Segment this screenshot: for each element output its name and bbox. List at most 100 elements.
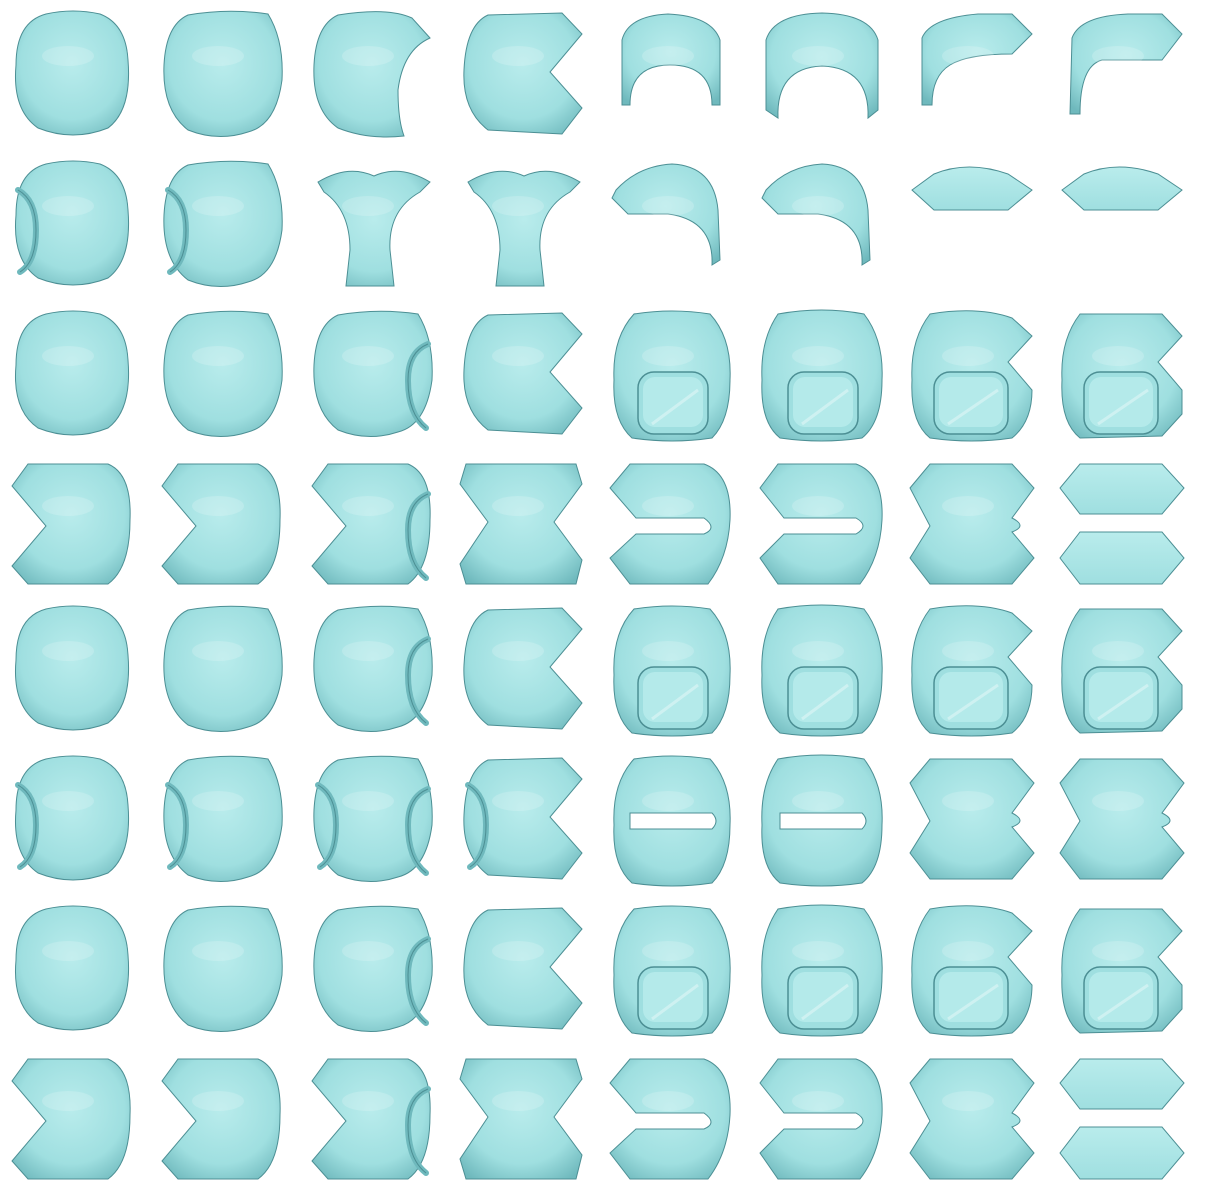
surface-body: [463, 607, 583, 730]
fold-slot: [629, 812, 717, 830]
shape-tile-r5-c1: [14, 605, 130, 731]
specular-highlight: [942, 46, 994, 66]
specular-highlight: [492, 941, 544, 961]
specular-highlight: [942, 1091, 994, 1111]
surface-body: [14, 10, 130, 136]
surface-body: [463, 12, 583, 135]
shape-tile-r1-c4: [463, 12, 583, 135]
hole-rim-left-edge: [167, 784, 187, 868]
surface-body: [163, 905, 283, 1032]
specular-highlight: [342, 346, 394, 366]
specular-highlight: [492, 641, 544, 661]
shape-tile-r3-c7: [911, 310, 1033, 442]
surface-body: [14, 905, 130, 1031]
specular-highlight: [42, 941, 94, 961]
shape-tile-r8-c4: [459, 1058, 583, 1180]
inner-window-glass: [1089, 672, 1153, 722]
specular-highlight: [42, 196, 94, 216]
inner-window-glass: [793, 377, 853, 427]
surface-body: [759, 463, 883, 585]
shape-tile-r7-c7: [911, 905, 1033, 1037]
inner-window-glass: [1089, 972, 1153, 1022]
specular-highlight: [492, 791, 544, 811]
shape-tile-r4-c7: [909, 463, 1035, 585]
shape-tile-r5-c8: [1061, 608, 1183, 734]
specular-highlight: [642, 346, 694, 366]
surface-body: [311, 1058, 431, 1180]
specular-highlight: [642, 1091, 694, 1111]
specular-highlight: [342, 941, 394, 961]
shape-tile-r2-c8: [1061, 166, 1183, 211]
shape-tile-r2-c4: [467, 170, 581, 287]
specular-highlight: [42, 496, 94, 516]
hole-rim-left-edge: [317, 784, 337, 868]
shape-tile-r8-c5: [609, 1058, 731, 1180]
hole-rim-left-edge: [17, 784, 37, 868]
inner-window-glass: [643, 377, 703, 427]
surface-body: [463, 757, 583, 880]
surface-body: [11, 1058, 131, 1180]
inner-window-glass: [643, 972, 703, 1022]
shape-tile-r1-c5: [621, 13, 721, 106]
specular-highlight: [342, 791, 394, 811]
shape-tile-r6-c7: [909, 758, 1035, 880]
shape-tile-r6-c1: [14, 755, 130, 881]
specular-highlight: [792, 791, 844, 811]
shape-tile-r1-c1: [14, 10, 130, 136]
hole-rim-right-edge: [407, 493, 429, 579]
glass-reflection: [651, 983, 699, 1021]
surface-body: [765, 12, 879, 120]
shape-tile-r7-c2: [163, 905, 283, 1032]
specular-highlight: [792, 941, 844, 961]
hole-rim-left-edge: [167, 189, 187, 273]
surface-body: [463, 907, 583, 1030]
inner-window-glass: [1089, 377, 1153, 427]
surface-body: [1069, 13, 1183, 115]
hole-rim-right-edge: [407, 938, 429, 1024]
shape-tile-r3-c3: [313, 310, 433, 437]
surface-body: [611, 163, 721, 266]
surface-body: [14, 605, 130, 731]
specular-highlight: [192, 196, 244, 216]
specular-highlight: [42, 1091, 94, 1111]
specular-highlight: [192, 46, 244, 66]
shape-tile-r5-c3: [313, 605, 433, 732]
inner-window-glass: [793, 672, 853, 722]
shape-tile-r8-c2: [161, 1058, 281, 1180]
glass-reflection: [947, 683, 999, 721]
specular-highlight: [1092, 46, 1144, 66]
specular-highlight: [642, 46, 694, 66]
shape-tile-r4-c4: [459, 463, 583, 585]
shape-tile-r1-c6: [765, 12, 879, 120]
specular-highlight: [642, 496, 694, 516]
hole-rim-right-edge: [407, 1088, 429, 1174]
specular-highlight: [492, 346, 544, 366]
specular-highlight: [792, 196, 844, 216]
specular-highlight: [42, 641, 94, 661]
surface-body: [14, 310, 130, 436]
hole-rim-left-edge: [17, 189, 37, 273]
shape-tile-r6-c8: [1059, 758, 1185, 880]
shape-tile-r8-c3: [311, 1058, 431, 1180]
specular-highlight: [492, 496, 544, 516]
surface-body: [761, 163, 871, 266]
glass-reflection: [801, 683, 849, 721]
specular-highlight: [792, 496, 844, 516]
shape-tile-r4-c5: [609, 463, 731, 585]
surface-body: [313, 905, 433, 1032]
shape-tile-r6-c2: [163, 755, 283, 882]
glass-reflection: [801, 983, 849, 1021]
shape-tile-r5-c7: [911, 605, 1033, 737]
shape-tile-r2-c2: [163, 160, 283, 287]
surface-body: [1059, 758, 1185, 880]
shape-tile-r4-c8: [1059, 463, 1185, 585]
shape-tile-r5-c4: [463, 607, 583, 730]
glass-reflection: [947, 983, 999, 1021]
specular-highlight: [192, 791, 244, 811]
surface-body: [161, 1058, 281, 1180]
surface-body: [459, 463, 583, 585]
shape-tile-r3-c4: [463, 312, 583, 435]
glass-reflection: [1097, 388, 1149, 426]
specular-highlight: [1092, 941, 1144, 961]
shape-tile-r4-c3: [311, 463, 431, 585]
